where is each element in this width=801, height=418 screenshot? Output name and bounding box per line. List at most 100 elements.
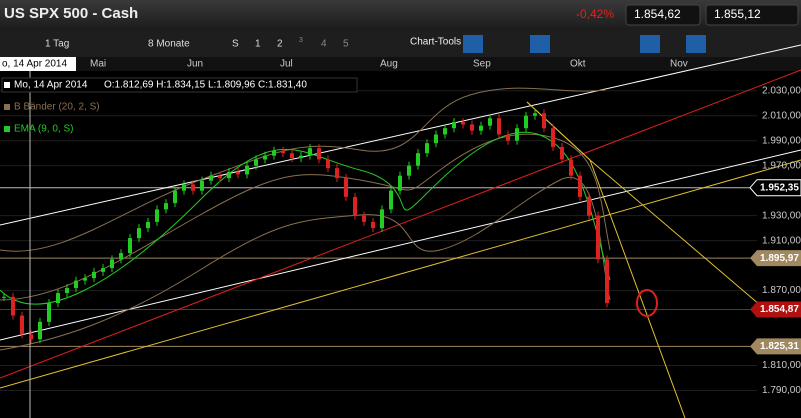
- candle-body: [101, 268, 105, 272]
- candle-body: [137, 228, 141, 239]
- cursor-date: o, 14 Apr 2014: [2, 59, 67, 70]
- layout-5[interactable]: 5: [343, 39, 349, 50]
- candle-body: [317, 148, 321, 160]
- candle-body: [218, 175, 222, 179]
- candle-body: [524, 115, 528, 129]
- candle-body: [551, 128, 555, 147]
- sell-box[interactable]: [625, 4, 701, 26]
- price-tag-label: 1.952,35: [760, 182, 799, 193]
- candle-body: [569, 159, 573, 176]
- price-tick-label: 1.930,00: [762, 210, 801, 221]
- candle-body: [173, 190, 177, 204]
- price-tag-label: 1.825,31: [760, 341, 799, 352]
- toolbar: [0, 30, 801, 57]
- candle-body: [425, 143, 429, 154]
- bollinger-label: B Bänder (20, 2, S): [14, 102, 100, 113]
- style-s[interactable]: S: [232, 39, 239, 50]
- range[interactable]: 8 Monate: [148, 39, 190, 50]
- ema-label: EMA (9, 0, S): [14, 124, 73, 135]
- candle-body: [533, 113, 537, 116]
- candle-body: [605, 259, 609, 304]
- cursor-date-box: [0, 57, 76, 71]
- overlays: [0, 44, 801, 418]
- info-date: Mo, 14 Apr 2014: [14, 80, 88, 91]
- candle-body: [65, 288, 69, 294]
- candle-body: [299, 155, 303, 159]
- time-axis: [0, 57, 801, 71]
- month-label: Jun: [187, 59, 203, 70]
- candle-body: [326, 159, 330, 169]
- candle-body: [452, 121, 456, 129]
- price-tick-label: 1.910,00: [762, 235, 801, 246]
- candle-body: [335, 168, 339, 179]
- candle-body: [479, 125, 483, 131]
- candle-body: [587, 196, 591, 216]
- candle-body: [119, 253, 123, 260]
- ema-icon: [4, 126, 10, 132]
- price-tick-label: 1.970,00: [762, 160, 801, 171]
- candle-body: [461, 121, 465, 125]
- candle-body: [83, 278, 87, 281]
- bollinger-lower: [0, 176, 611, 351]
- candle-body: [74, 280, 78, 289]
- tool-button[interactable]: [686, 35, 706, 53]
- trend-line: [0, 159, 801, 389]
- layout-3[interactable]: 3: [299, 37, 303, 44]
- candle-body: [353, 196, 357, 216]
- price-tag: [750, 338, 801, 355]
- candle-body: [263, 155, 267, 160]
- month-label: Jul: [280, 59, 293, 70]
- buy-box[interactable]: [705, 4, 799, 26]
- tool-button[interactable]: [530, 35, 550, 53]
- candle-body: [470, 124, 474, 131]
- candle-body: [92, 271, 96, 279]
- candle-body: [272, 150, 276, 156]
- price-tick-label: 1.810,00: [762, 360, 801, 371]
- candle-body: [371, 221, 375, 229]
- candle-body: [128, 238, 132, 254]
- candle-body: [200, 180, 204, 191]
- annotation-circle: [636, 289, 658, 317]
- trend-line: [0, 44, 801, 226]
- price-tag: [750, 250, 801, 267]
- candle-body: [434, 134, 438, 144]
- candle-body: [578, 175, 582, 197]
- tool-button[interactable]: [463, 35, 483, 53]
- price-tick-label: 2.010,00: [762, 110, 801, 121]
- price-tick-label: 1.870,00: [762, 285, 801, 296]
- trend-line: [0, 149, 801, 341]
- month-label: Okt: [570, 59, 586, 70]
- month-label: Sep: [473, 59, 491, 70]
- candle-body: [155, 209, 159, 222]
- candle-body: [47, 303, 51, 322]
- candle-body: [497, 118, 501, 135]
- price-tag-label: 1.854,87: [760, 304, 799, 315]
- candle-body: [308, 148, 312, 156]
- candle-body: [542, 113, 546, 129]
- candle-body: [29, 334, 33, 340]
- candle-body: [407, 165, 411, 176]
- candle-body: [515, 128, 519, 141]
- layout-4[interactable]: 4: [321, 39, 327, 50]
- trend-line: [526, 101, 761, 306]
- month-label: Mai: [90, 59, 106, 70]
- sell-price: 1.854,62: [634, 7, 681, 21]
- candle-body: [560, 146, 564, 160]
- info-box: [1, 77, 358, 93]
- info-icon: [4, 82, 10, 88]
- price-tag-label: 1.895,97: [760, 253, 799, 264]
- candle-body: [2, 296, 6, 298]
- candle-body: [11, 296, 15, 316]
- layout-2[interactable]: 2: [277, 39, 283, 50]
- candle-body: [164, 203, 168, 210]
- candle-body: [56, 293, 60, 304]
- chart-tools[interactable]: Chart-Tools: [410, 37, 461, 48]
- ema-line: [0, 131, 611, 305]
- layout-1[interactable]: 1: [255, 39, 261, 50]
- price-tag: [749, 179, 801, 197]
- interval[interactable]: 1 Tag: [45, 39, 69, 50]
- tool-button[interactable]: [640, 35, 660, 53]
- candle-body: [443, 128, 447, 135]
